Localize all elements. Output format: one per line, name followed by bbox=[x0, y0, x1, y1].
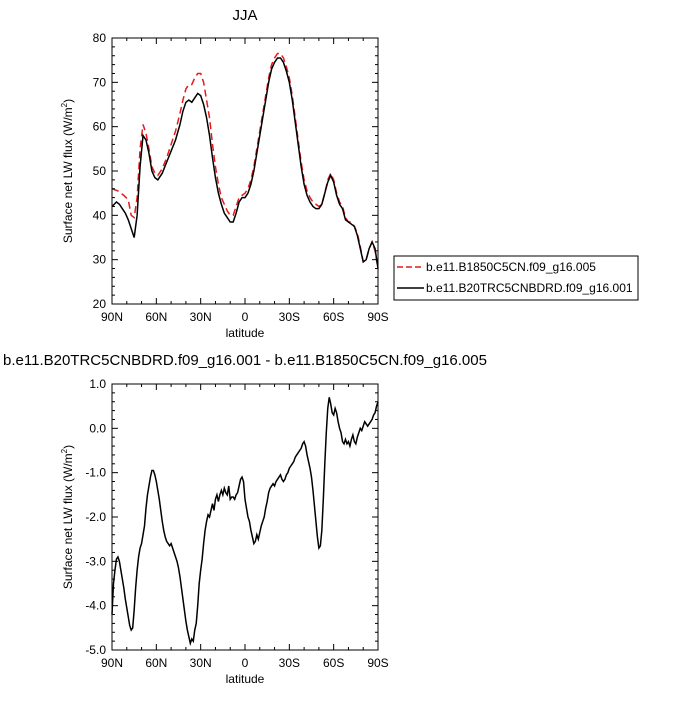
bottom-x-tick-label: 90S bbox=[367, 656, 388, 670]
legend: b.e11.B1850C5CN.f09_g16.005 b.e11.B20TRC5… bbox=[393, 255, 639, 301]
top-y-tick-label: 50 bbox=[93, 164, 107, 178]
top-y-axis-label-main: Surface net LW flux (W/m bbox=[61, 107, 75, 243]
top-x-tick-label: 30N bbox=[190, 310, 212, 324]
top-y-tick-label: 20 bbox=[93, 297, 107, 311]
legend-entry-1: b.e11.B20TRC5CNBDRD.f09_g16.001 bbox=[426, 281, 633, 295]
top-y-tick-label: 60 bbox=[93, 120, 107, 134]
bottom-x-tick-label: 90N bbox=[101, 656, 123, 670]
bottom-x-tick-label: 60S bbox=[323, 656, 344, 670]
legend-box bbox=[393, 255, 639, 301]
bottom-y-tick-label: -1.0 bbox=[85, 466, 106, 480]
top-y-axis-label: Surface net LW flux (W/m2) bbox=[60, 99, 75, 243]
bottom-series-line-0 bbox=[111, 397, 379, 647]
bottom-y-tick-label: -4.0 bbox=[85, 599, 106, 613]
bottom-y-axis-label-close: ) bbox=[61, 445, 75, 449]
bottom-y-tick-label: 1.0 bbox=[89, 377, 106, 391]
top-series-line-1 bbox=[111, 57, 379, 269]
bottom-chart-title: b.e11.B20TRC5CNBDRD.f09_g16.001 - b.e11.… bbox=[3, 352, 487, 369]
top-x-axis-label: latitude bbox=[226, 326, 265, 340]
top-y-tick-label: 70 bbox=[93, 75, 107, 89]
bottom-y-axis-label: Surface net LW flux (W/m2) bbox=[60, 445, 75, 589]
bottom-x-tick-label: 0 bbox=[242, 656, 249, 670]
bottom-x-axis-label: latitude bbox=[226, 672, 265, 686]
top-y-tick-label: 80 bbox=[93, 31, 107, 45]
legend-entry-0: b.e11.B1850C5CN.f09_g16.005 bbox=[426, 260, 596, 274]
top-series-line-0 bbox=[111, 52, 379, 269]
top-chart-title: JJA bbox=[232, 7, 257, 24]
bottom-y-axis-label-sup: 2 bbox=[60, 448, 69, 453]
bottom-chart-plot: 90N 60N 30N 0 30S 60S 90S -5.0 -4.0 -3.0 -2.0 -1.0 0… bbox=[60, 377, 389, 686]
bottom-y-axis-label-main: Surface net LW flux (W/m bbox=[61, 453, 75, 589]
top-x-tick-label: 60N bbox=[145, 310, 167, 324]
top-x-tick-label: 60S bbox=[323, 310, 344, 324]
top-y-tick-label: 40 bbox=[93, 208, 107, 222]
bottom-x-tick-label: 30N bbox=[190, 656, 212, 670]
top-x-tick-label: 0 bbox=[242, 310, 249, 324]
top-y-axis-label-close: ) bbox=[61, 99, 75, 103]
top-x-tick-label: 30S bbox=[279, 310, 300, 324]
top-chart-plot: 90N 60N 30N 0 30S 60S 90S 20 30 40 50 60 70 80 latitud… bbox=[60, 31, 389, 340]
bottom-y-tick-label: -3.0 bbox=[85, 554, 106, 568]
bottom-x-tick-label: 30S bbox=[279, 656, 300, 670]
bottom-y-tick-label: 0.0 bbox=[89, 421, 106, 435]
bottom-y-tick-label: -2.0 bbox=[85, 510, 106, 524]
top-x-tick-label: 90N bbox=[101, 310, 123, 324]
top-y-tick-label: 30 bbox=[93, 253, 107, 267]
top-y-axis-label-sup: 2 bbox=[60, 102, 69, 107]
bottom-y-tick-label: -5.0 bbox=[85, 643, 106, 657]
top-x-tick-label: 90S bbox=[367, 310, 388, 324]
bottom-x-tick-label: 60N bbox=[145, 656, 167, 670]
